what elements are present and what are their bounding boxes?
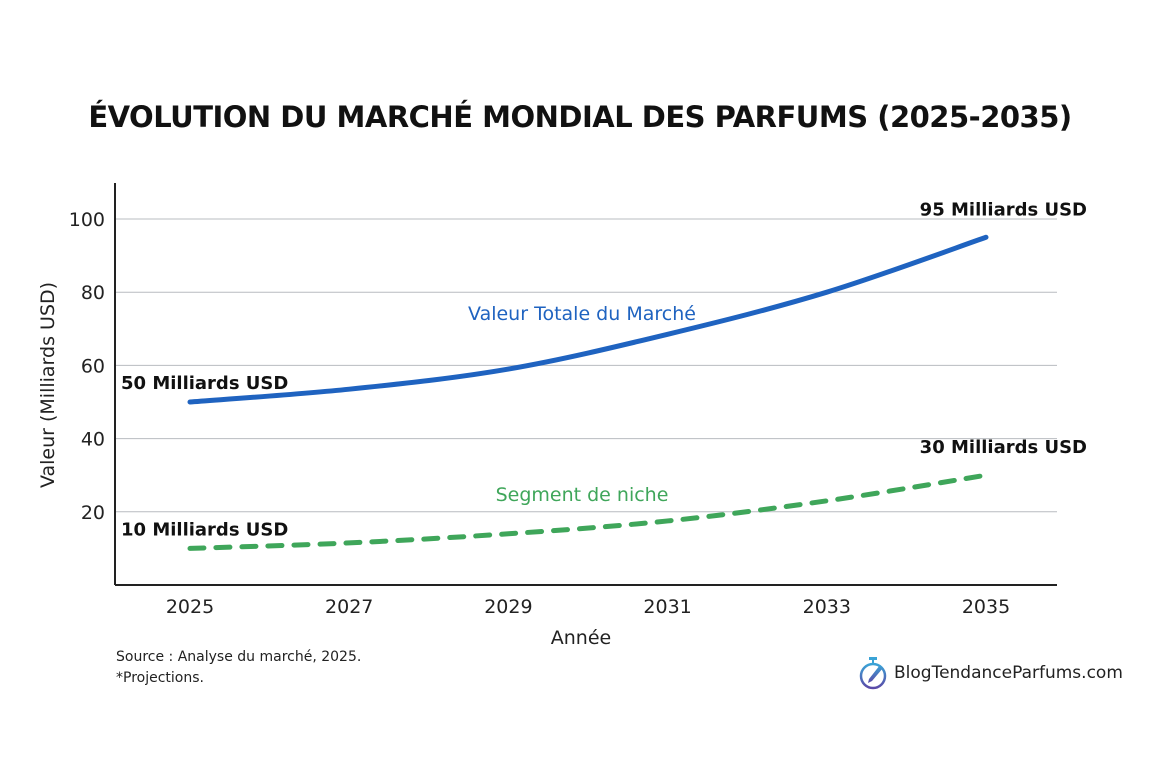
end-value-label: 95 Milliards USD — [920, 199, 1087, 220]
y-tick-label: 40 — [81, 429, 105, 451]
source-note: Source : Analyse du marché, 2025. — [116, 649, 362, 665]
series-line-total-market — [187, 234, 989, 405]
y-axis-label: Valeur (Milliards USD) — [37, 282, 59, 488]
series-line-niche-segment — [187, 472, 989, 551]
start-value-label: 50 Milliards USD — [121, 373, 288, 394]
y-tick-label: 100 — [69, 209, 105, 231]
x-tick-label: 2025 — [166, 596, 214, 618]
x-axis-label: Année — [551, 627, 611, 649]
end-value-label: 30 Milliards USD — [920, 437, 1087, 458]
x-tick-label: 2027 — [325, 596, 373, 618]
y-tick-label: 60 — [81, 355, 105, 377]
x-tick-label: 2031 — [643, 596, 691, 618]
chart-title: ÉVOLUTION DU MARCHÉ MONDIAL DES PARFUMS … — [88, 100, 1072, 134]
x-tick-label: 2033 — [803, 596, 851, 618]
series-label: Valeur Totale du Marché — [468, 303, 696, 325]
start-value-label: 10 Milliards USD — [121, 519, 288, 540]
logo-text: BlogTendanceParfums.com — [894, 663, 1123, 683]
projections-note: *Projections. — [116, 670, 204, 686]
site-logo[interactable]: BlogTendanceParfums.com — [858, 656, 1123, 690]
y-tick-label: 80 — [81, 282, 105, 304]
series-label: Segment de niche — [496, 484, 669, 506]
x-tick-label: 2035 — [962, 596, 1010, 618]
stopwatch-pen-icon — [859, 657, 887, 690]
y-tick-label: 20 — [81, 502, 105, 524]
x-tick-label: 2029 — [484, 596, 532, 618]
